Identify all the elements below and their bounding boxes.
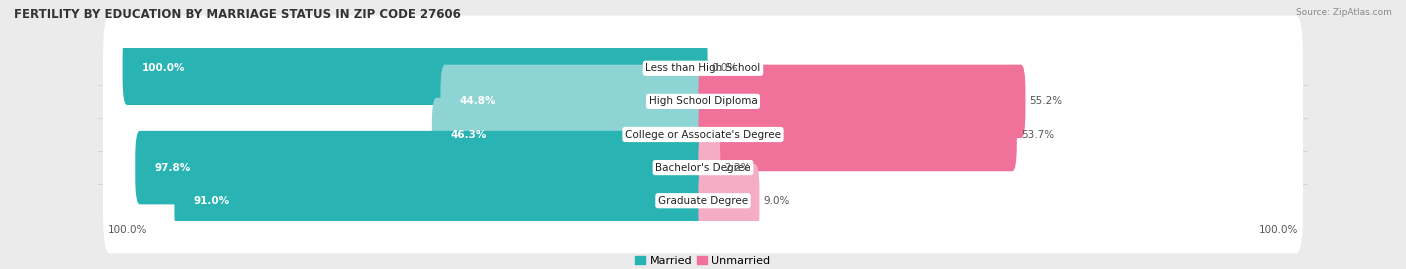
FancyBboxPatch shape	[699, 131, 720, 204]
Text: 44.8%: 44.8%	[460, 96, 496, 107]
Legend: Married, Unmarried: Married, Unmarried	[631, 251, 775, 269]
Text: FERTILITY BY EDUCATION BY MARRIAGE STATUS IN ZIP CODE 27606: FERTILITY BY EDUCATION BY MARRIAGE STATU…	[14, 8, 461, 21]
Text: Bachelor's Degree: Bachelor's Degree	[655, 162, 751, 173]
FancyBboxPatch shape	[699, 164, 759, 238]
Text: Source: ZipAtlas.com: Source: ZipAtlas.com	[1296, 8, 1392, 17]
FancyBboxPatch shape	[103, 82, 1303, 187]
Text: 91.0%: 91.0%	[194, 196, 229, 206]
Text: 46.3%: 46.3%	[451, 129, 486, 140]
Text: College or Associate's Degree: College or Associate's Degree	[626, 129, 780, 140]
Text: 100.0%: 100.0%	[142, 63, 186, 73]
FancyBboxPatch shape	[103, 115, 1303, 220]
FancyBboxPatch shape	[432, 98, 707, 171]
FancyBboxPatch shape	[103, 16, 1303, 121]
FancyBboxPatch shape	[699, 65, 1025, 138]
FancyBboxPatch shape	[135, 131, 707, 204]
Text: High School Diploma: High School Diploma	[648, 96, 758, 107]
Text: 2.2%: 2.2%	[724, 162, 751, 173]
FancyBboxPatch shape	[103, 148, 1303, 253]
FancyBboxPatch shape	[440, 65, 707, 138]
Text: 0.0%: 0.0%	[711, 63, 738, 73]
FancyBboxPatch shape	[103, 49, 1303, 154]
Text: 97.8%: 97.8%	[155, 162, 191, 173]
FancyBboxPatch shape	[122, 31, 707, 105]
Text: Less than High School: Less than High School	[645, 63, 761, 73]
Text: 55.2%: 55.2%	[1029, 96, 1063, 107]
FancyBboxPatch shape	[174, 164, 707, 238]
Text: Graduate Degree: Graduate Degree	[658, 196, 748, 206]
Text: 53.7%: 53.7%	[1021, 129, 1054, 140]
FancyBboxPatch shape	[699, 98, 1017, 171]
Text: 9.0%: 9.0%	[763, 196, 790, 206]
